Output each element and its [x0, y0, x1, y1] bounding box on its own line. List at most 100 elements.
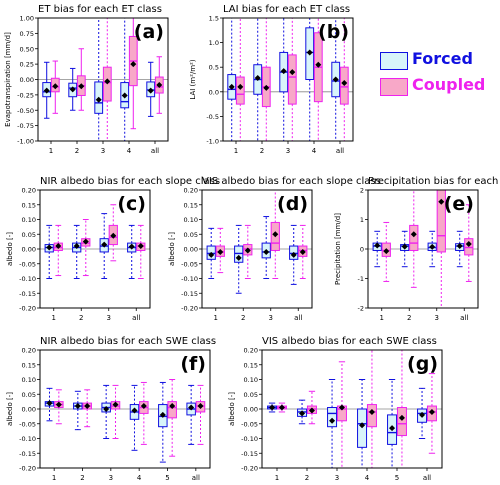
x-tick-label: 5	[395, 474, 399, 482]
box-coupled-2	[306, 390, 317, 425]
box-coupled-1	[215, 227, 225, 274]
y-tick-label: 0.10	[184, 216, 198, 224]
y-tick-label: 0.00	[20, 76, 34, 84]
y-tick-label: -0.5	[206, 113, 219, 121]
y-tick-label: 0.00	[22, 246, 36, 254]
y-tick-label: 1.0	[209, 39, 219, 47]
y-tick-label: -0.10	[19, 275, 36, 283]
box-body	[234, 245, 244, 263]
mean-marker	[112, 401, 119, 408]
box-forced-all	[127, 224, 137, 279]
mean-marker	[374, 242, 381, 249]
mean-marker	[269, 404, 276, 411]
y-tick-label: 0.25	[20, 61, 34, 69]
y-tick-label: 0.0	[209, 88, 219, 96]
mean-marker	[383, 248, 390, 255]
box-body	[366, 404, 377, 428]
box-forced-1	[42, 61, 52, 119]
y-tick-label: 0.05	[184, 231, 198, 239]
mean-marker	[237, 83, 244, 90]
y-tick-label: 0.15	[184, 201, 198, 209]
mean-marker	[368, 408, 375, 415]
box-forced-all	[455, 230, 465, 268]
x-tick-label: all	[336, 147, 344, 155]
y-tick-label: 0.05	[22, 391, 36, 399]
box-forced-3	[94, 18, 104, 141]
mean-marker	[315, 61, 322, 68]
x-tick-label: 1	[234, 147, 238, 155]
x-tick-label: 3	[269, 314, 273, 322]
box-coupled-2	[243, 224, 253, 279]
box-forced-all	[186, 384, 196, 445]
x-tick-label: 4	[127, 147, 132, 155]
x-tick-label: all	[132, 314, 140, 322]
box-coupled-all	[464, 204, 474, 282]
y-axis-label: albedo [-]	[6, 232, 14, 266]
box-coupled-all	[339, 18, 349, 141]
mean-marker	[329, 417, 336, 424]
legend-label-forced: Forced	[412, 49, 473, 68]
box-forced-all	[146, 61, 156, 117]
box-coupled-3	[270, 190, 280, 279]
box-body	[167, 401, 177, 419]
mean-marker	[306, 49, 313, 56]
box-forced-4	[305, 18, 315, 141]
panel-title: LAI bias for each ET class	[223, 4, 350, 15]
panel-title: Precipitation bias for each slope class	[368, 176, 500, 187]
y-tick-label: 0.15	[22, 361, 36, 369]
y-tick-label: -1	[358, 275, 364, 283]
box-coupled-1	[53, 224, 63, 277]
y-tick-label: -0.20	[19, 305, 36, 313]
box-coupled-all	[426, 373, 437, 454]
mean-marker	[110, 232, 117, 239]
x-tick-label: 2	[407, 314, 411, 322]
mean-marker	[338, 404, 345, 411]
box-coupled-3	[102, 18, 112, 141]
y-tick-label: -1.0	[206, 138, 219, 146]
mean-marker	[290, 251, 297, 258]
mean-marker	[228, 83, 235, 90]
box-forced-3	[279, 18, 289, 141]
box-coupled-5	[396, 350, 407, 468]
box-forced-all	[417, 387, 428, 439]
x-tick-label: 2	[241, 314, 245, 322]
mean-marker	[121, 92, 128, 99]
y-tick-label: 0.10	[22, 216, 36, 224]
mean-marker	[280, 68, 287, 75]
panel-title: VIS albedo bias for each SWE class	[262, 336, 437, 347]
mean-marker	[130, 61, 137, 68]
mean-marker	[389, 425, 396, 432]
x-tick-label: 2	[260, 147, 264, 155]
box-coupled-4	[139, 381, 149, 445]
box-body	[287, 54, 297, 105]
mean-marker	[465, 240, 472, 247]
mean-marker	[43, 87, 50, 94]
mean-marker	[197, 403, 204, 410]
box-coupled-1	[235, 18, 245, 141]
panel-label: (f)	[180, 353, 206, 375]
mean-marker	[419, 411, 426, 418]
mean-marker	[272, 231, 279, 238]
mean-marker	[456, 243, 463, 250]
mean-marker	[208, 251, 215, 258]
x-tick-label: 3	[286, 147, 290, 155]
box-coupled-3	[110, 384, 121, 439]
mean-marker	[159, 411, 166, 418]
box-forced-2	[297, 399, 308, 425]
box-body	[235, 76, 245, 105]
mean-marker	[332, 76, 339, 83]
box-coupled-4	[313, 18, 323, 141]
box-coupled-2	[82, 389, 92, 428]
mean-marker	[244, 247, 251, 254]
box-forced-2	[400, 230, 410, 268]
box-coupled-all	[298, 224, 308, 279]
mean-marker	[263, 248, 270, 255]
x-tick-label: 2	[305, 474, 309, 482]
panel-label: (e)	[444, 193, 474, 215]
box-coupled-2	[409, 190, 419, 288]
mean-marker	[95, 96, 102, 103]
box-forced-2	[234, 224, 244, 294]
panel-label: (c)	[117, 193, 146, 215]
mean-marker	[429, 243, 436, 250]
box-forced-1	[267, 402, 278, 413]
